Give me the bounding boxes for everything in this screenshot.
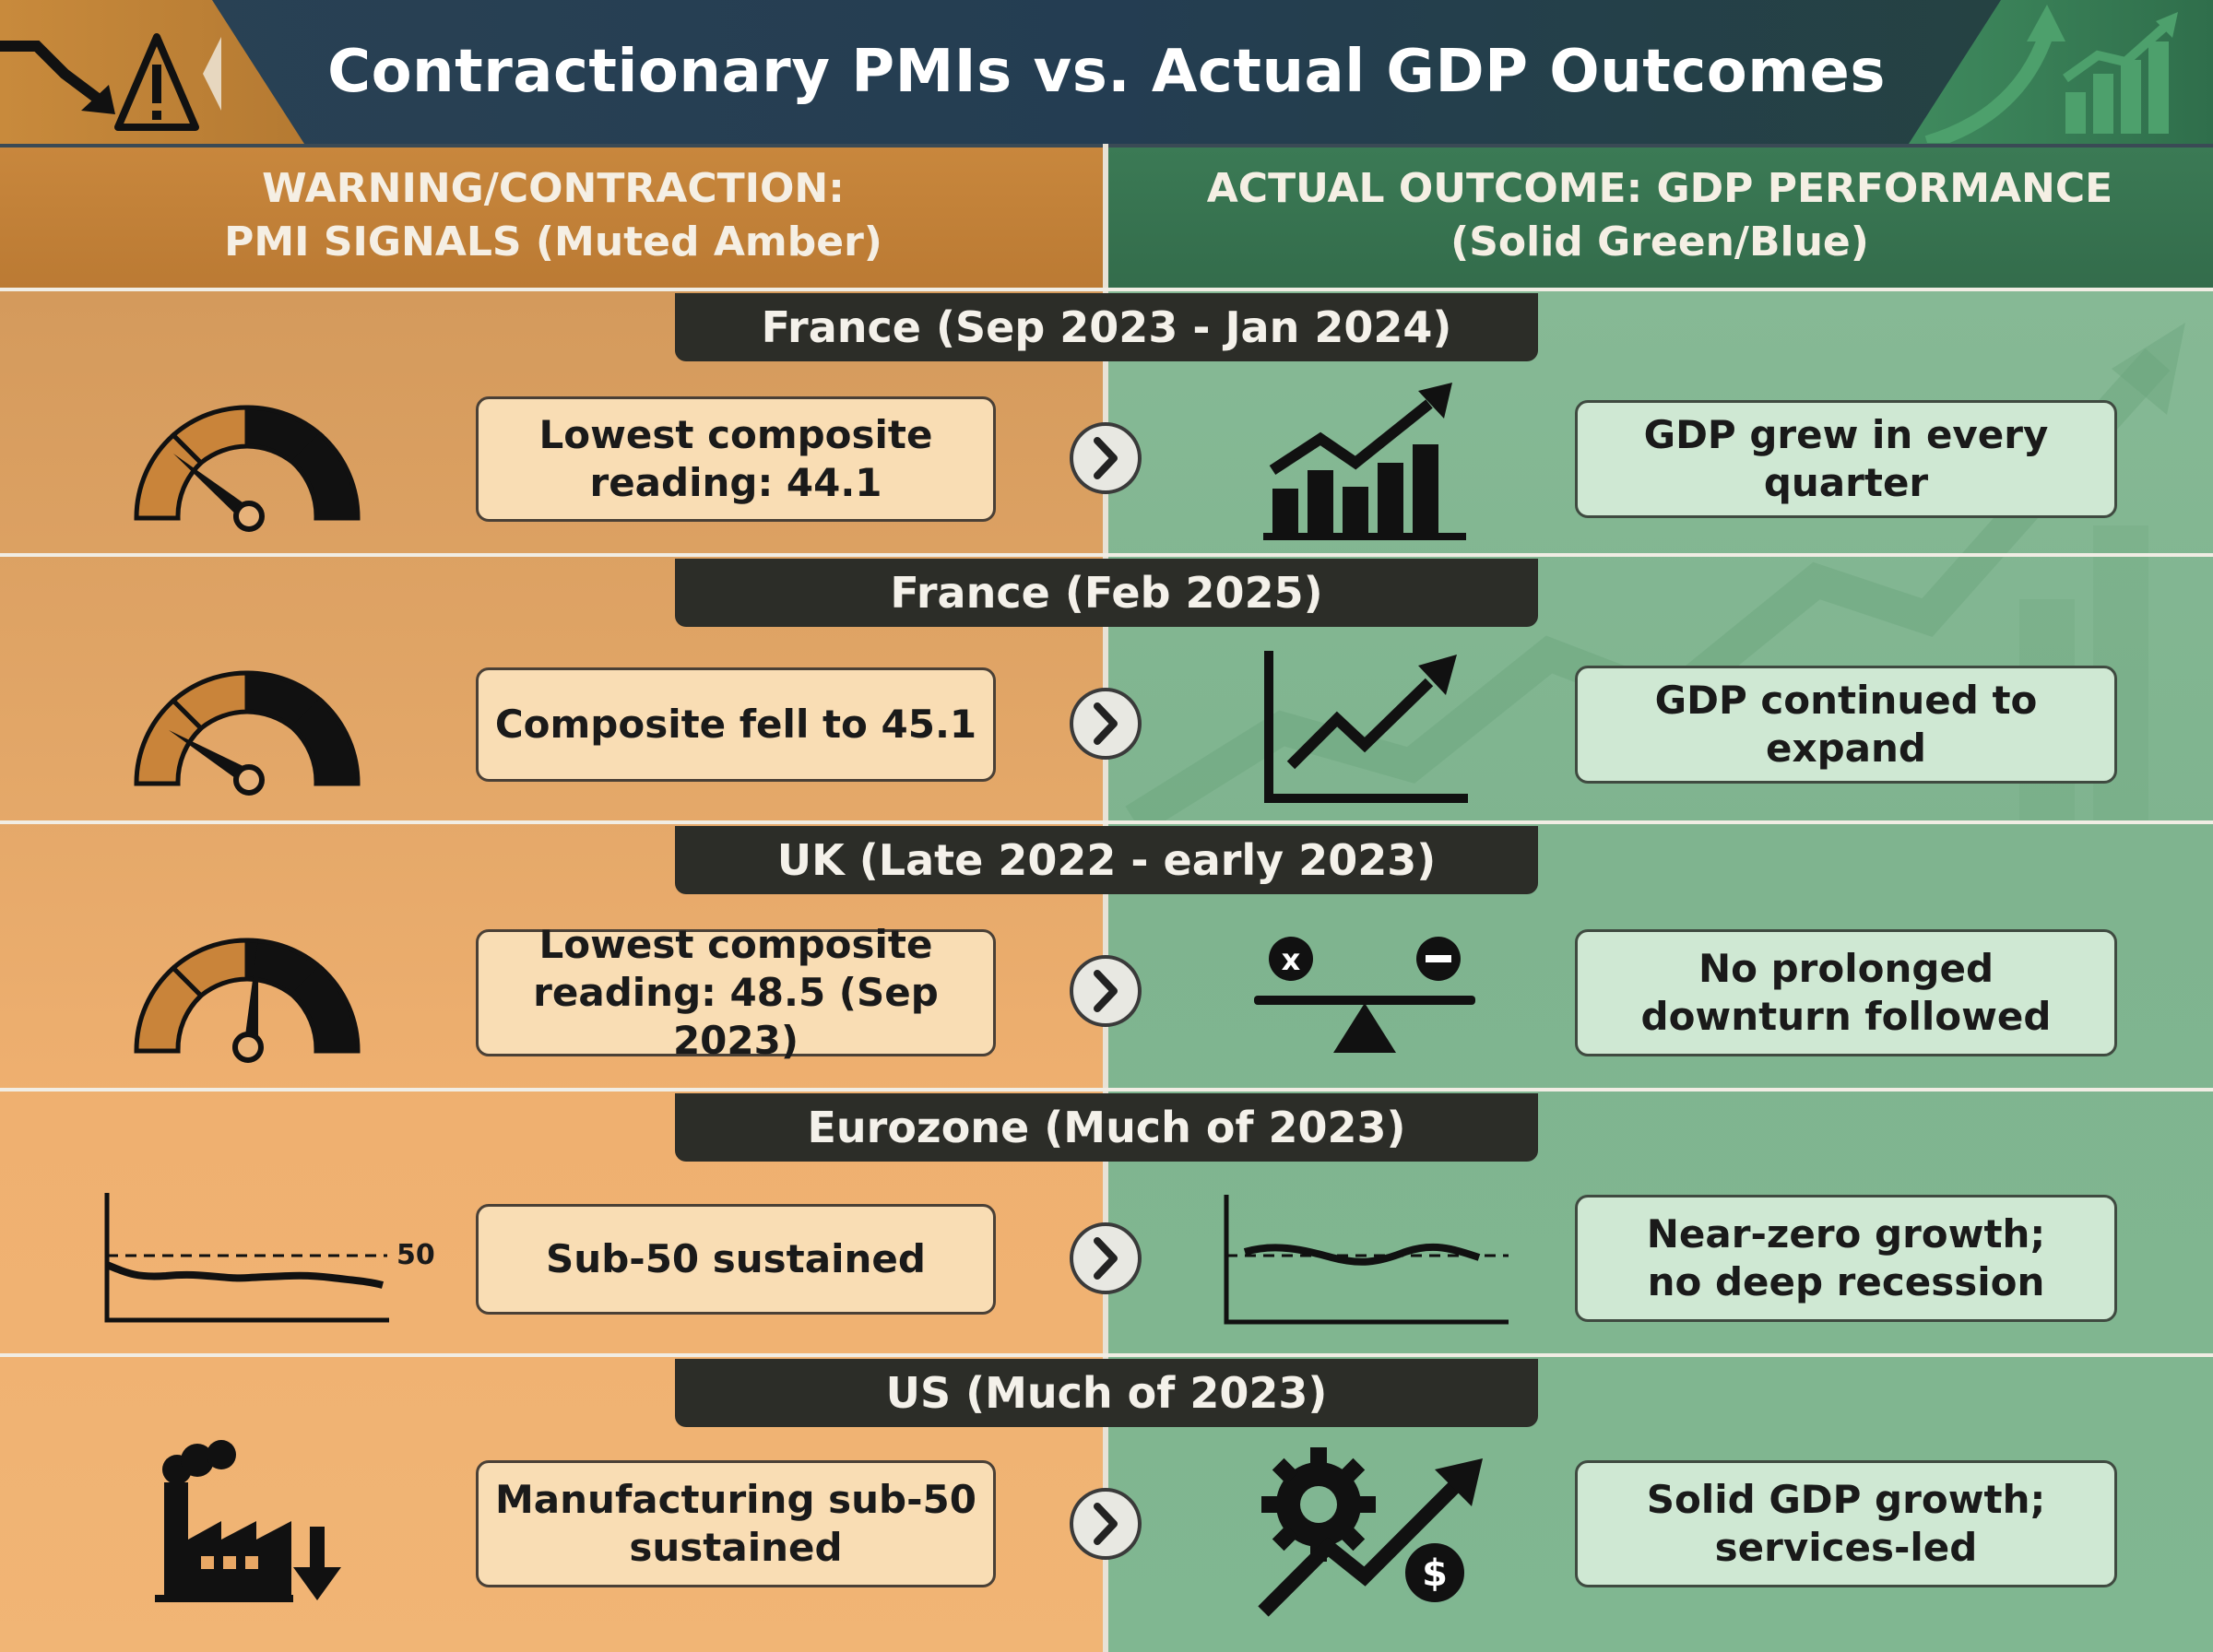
gdp-outcome-line2: downturn followed [1640,994,2052,1039]
gdp-outcome-line1: GDP continued to expand [1654,678,2038,771]
gdp-outcome-line1: Solid GDP growth; [1646,1477,2046,1522]
pmi-signal-box: Manufacturing sub-50 sustained [476,1460,996,1587]
pmi-signal-line2: reading: 48.5 (Sep 2023) [533,970,939,1063]
row-banner: US (Much of 2023) [675,1359,1538,1427]
trend-up-chart-icon [1918,5,2213,143]
page-title: Contractionary PMIs vs. Actual GDP Outco… [327,38,1886,106]
left-header-line2: PMI SIGNALS (Muted Amber) [224,218,882,266]
row-divider [0,1088,2213,1092]
pmi-signal-line2: reading: 44.1 [589,460,882,505]
gdp-outcome-box: Near-zero growth; no deep recession [1575,1195,2117,1322]
row-banner: France (Feb 2025) [675,559,1538,627]
gdp-outcome-box: GDP continued to expand [1575,666,2117,784]
pmi-signal-box: Sub-50 sustained [476,1204,996,1315]
row-divider [0,820,2213,824]
pmi-signal-box: Composite fell to 45.1 [476,667,996,782]
gdp-outcome-box: Solid GDP growth; services-led [1575,1460,2117,1587]
chevron-right-icon [1070,1222,1142,1294]
chevron-right-icon [1070,1488,1142,1560]
svg-text:x: x [1282,942,1301,977]
chevron-right-icon [1070,688,1142,760]
threshold-label: 50 [396,1239,435,1271]
factory-down-icon [148,1438,360,1604]
row-divider [0,1353,2213,1357]
row-banner: UK (Late 2022 - early 2023) [675,826,1538,894]
gauge-low-icon [118,380,385,537]
pmi-signal-box: Lowest composite reading: 44.1 [476,396,996,522]
flat-line-chart-icon [1221,1191,1516,1329]
pmi-signal-line2: sustained [629,1525,843,1570]
chevron-right-icon [1070,422,1142,494]
row-divider [0,288,2213,291]
left-header-line1: WARNING/CONTRACTION: [262,165,845,212]
pmi-signal-line1: Sub-50 sustained [546,1236,926,1281]
gdp-outcome-box: No prolonged downturn followed [1575,929,2117,1056]
gdp-outcome-line1: GDP grew in every quarter [1643,412,2049,505]
pmi-signal-box: Lowest composite reading: 48.5 (Sep 2023) [476,922,996,1063]
gdp-outcome-line2: services-led [1714,1525,1978,1570]
right-column-header [1106,148,2213,288]
center-divider [1103,144,1108,1652]
gauge-mid-icon [118,913,385,1069]
svg-text:$: $ [1422,1552,1448,1595]
pmi-signal-line1: Lowest composite [538,412,933,457]
pmi-signal-line1: Manufacturing sub-50 [495,1477,976,1522]
gdp-outcome-line2: no deep recession [1647,1259,2045,1304]
gdp-outcome-box: GDP grew in every quarter [1575,400,2117,518]
pmi-signal-line1: Composite fell to 45.1 [494,702,977,747]
row-banner: France (Sep 2023 - Jan 2024) [675,293,1538,361]
row-divider [0,553,2213,557]
pmi-signal-line1: Lowest composite [538,922,933,967]
line-chart-up-icon [1263,645,1475,807]
trend-down-warning-icon [0,18,249,138]
left-header-text: WARNING/CONTRACTION: PMI SIGNALS (Muted … [37,162,1070,269]
bar-chart-up-icon [1263,378,1475,544]
gdp-outcome-line1: No prolonged [1698,946,1994,991]
right-header-line2: (Solid Green/Blue) [1450,218,1869,266]
right-header-text: ACTUAL OUTCOME: GDP PERFORMANCE (Solid G… [1125,162,2195,269]
right-header-line1: ACTUAL OUTCOME: GDP PERFORMANCE [1206,165,2113,212]
chevron-right-icon [1070,955,1142,1027]
balance-scale-icon: x [1254,931,1475,1060]
gear-growth-dollar-icon: $ [1254,1438,1494,1622]
left-column-header [0,148,1106,288]
row-banner: Eurozone (Much of 2023) [675,1093,1538,1162]
title-bar [0,0,2213,144]
gdp-outcome-line1: Near-zero growth; [1646,1211,2046,1257]
gauge-low-icon [118,645,385,802]
sub-50-line-chart-icon [101,1189,396,1328]
